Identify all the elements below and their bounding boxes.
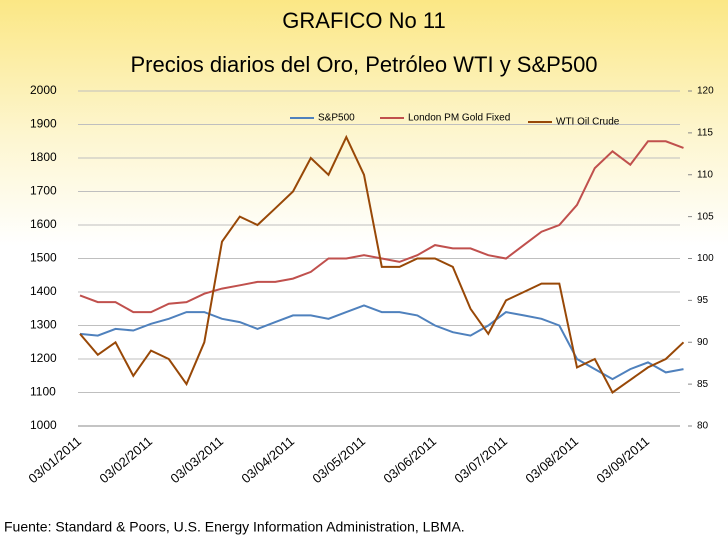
y2-tick-label: 95	[697, 295, 709, 306]
y2-tick-label: 80	[697, 421, 709, 432]
chart-subtitle: Precios diarios del Oro, Petróleo WTI y …	[130, 52, 597, 77]
y2-tick-label: 90	[697, 337, 709, 348]
legend-label: London PM Gold Fixed	[408, 113, 510, 124]
line	[79, 134, 685, 394]
y2-tick-label: 105	[697, 211, 714, 222]
y2-tick-label: 110	[697, 169, 713, 180]
y-tick-label: 1600	[30, 217, 57, 231]
y-tick-label: 1000	[30, 418, 57, 432]
source: Fuente: Standard & Poors, U.S. Energy In…	[4, 519, 465, 535]
y-tick-label: 1400	[30, 284, 57, 298]
line	[79, 304, 684, 381]
legend-label: WTI Oil Crude	[556, 117, 620, 128]
y-tick-label: 1500	[30, 251, 57, 265]
y2-tick-label: 115	[697, 128, 713, 139]
y-tick-label: 1900	[30, 117, 57, 131]
y2-tick-label: 100	[697, 253, 714, 264]
y-tick-label: 1300	[30, 318, 57, 332]
y2-tick-label: 120	[697, 86, 714, 97]
y-tick-label: 1200	[30, 351, 57, 365]
y-tick-label: 1700	[30, 184, 57, 198]
y-tick-label: 1100	[30, 385, 56, 399]
legend-label: S&P500	[318, 113, 355, 124]
y-tick-label: 2000	[30, 83, 57, 97]
y2-tick-label: 85	[697, 379, 709, 390]
y-tick-label: 1800	[30, 150, 57, 164]
line	[79, 140, 684, 314]
chart-title: GRAFICO No 11	[282, 8, 445, 33]
